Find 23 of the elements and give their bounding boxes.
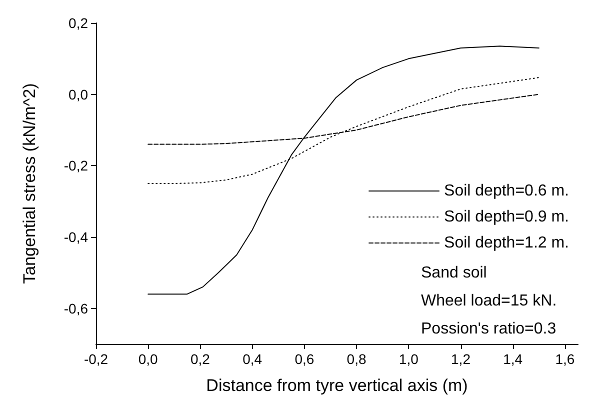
annotation: Wheel load=15 kN. xyxy=(421,292,557,310)
x-tick-label: 0,0 xyxy=(138,351,158,367)
x-tick-label: -0,2 xyxy=(84,351,108,367)
legend-label: Soil depth=0.6 m. xyxy=(444,182,569,200)
x-tick-label: 0,8 xyxy=(346,351,366,367)
y-tick-label: -0,2 xyxy=(64,158,88,174)
y-tick-label: 0,2 xyxy=(68,15,88,31)
legend-label: Soil depth=0.9 m. xyxy=(444,208,569,226)
annotation: Possion's ratio=0.3 xyxy=(421,320,556,338)
y-tick-label: -0,4 xyxy=(64,229,88,245)
legend-label: Soil depth=1.2 m. xyxy=(444,234,569,252)
y-tick-label: -0,6 xyxy=(64,300,88,316)
x-tick-label: 1,4 xyxy=(503,351,523,367)
x-tick-label: 0,6 xyxy=(294,351,314,367)
x-axis-title: Distance from tyre vertical axis (m) xyxy=(206,376,468,395)
x-tick-label: 1,0 xyxy=(398,351,419,367)
y-tick-label: 0,0 xyxy=(68,86,88,102)
x-tick-label: 0,2 xyxy=(190,351,210,367)
annotation: Sand soil xyxy=(421,264,487,282)
x-tick-label: 0,4 xyxy=(242,351,262,367)
x-tick-label: 1,6 xyxy=(555,351,575,367)
x-tick-label: 1,2 xyxy=(451,351,471,367)
y-axis-title: Tangential stress (kN/m^2) xyxy=(20,83,39,284)
